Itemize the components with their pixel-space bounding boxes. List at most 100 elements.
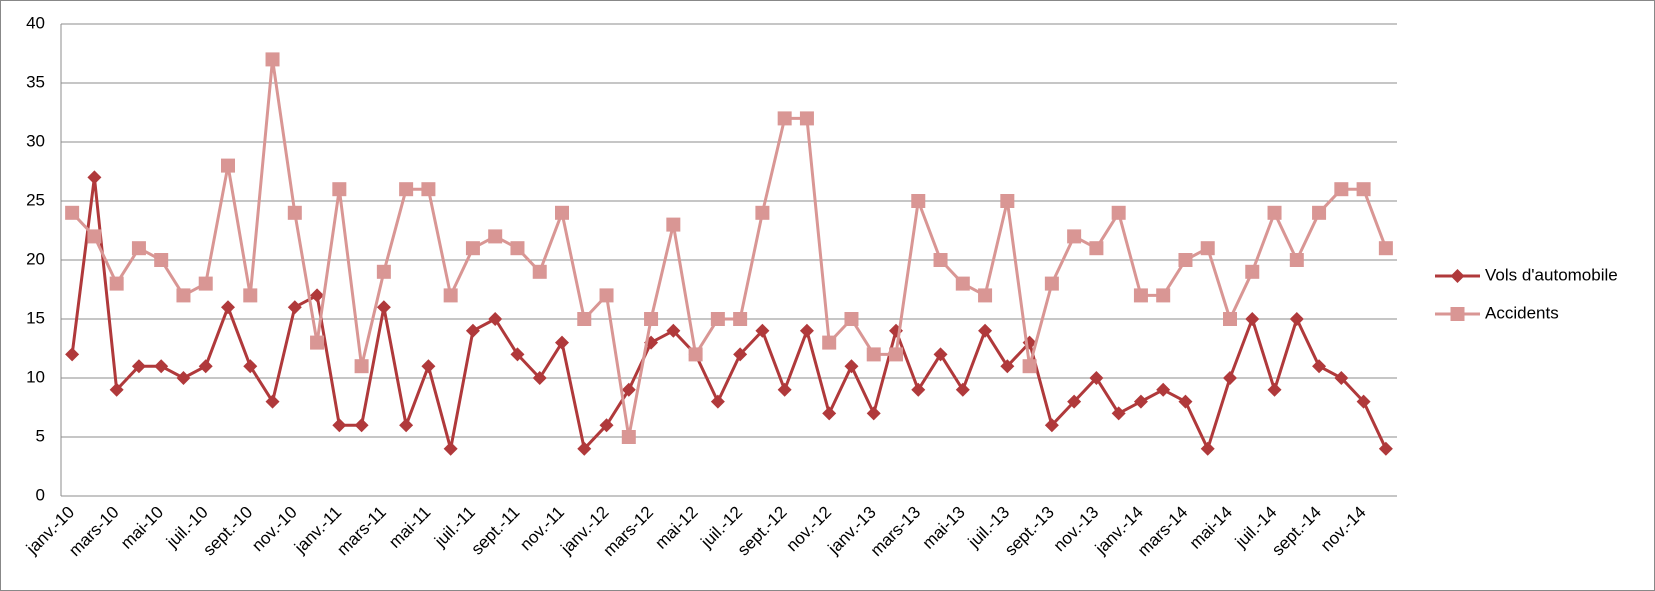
point-marker [621,430,636,444]
point-marker [755,205,770,220]
point-marker [710,394,725,409]
point-marker [1067,394,1082,409]
y-tick-label: 5 [36,426,45,445]
point-marker [666,323,681,338]
point-marker [421,359,436,374]
point-marker [710,312,725,326]
point-marker [198,276,213,291]
point-marker [532,264,547,279]
point-marker [978,288,993,303]
point-marker [488,312,503,326]
point-marker [443,288,458,303]
point-marker [65,205,80,220]
point-marker [131,359,146,374]
y-tick-label: 35 [26,72,45,91]
point-marker [844,312,859,326]
point-marker [866,406,881,421]
point-marker [465,323,480,338]
point-marker [310,335,325,350]
point-marker [376,300,391,315]
point-marker [221,300,235,315]
point-marker [376,264,391,279]
point-marker [1178,253,1193,267]
point-marker [243,359,258,374]
point-marker [65,347,80,362]
point-marker [844,359,859,374]
point-marker [777,111,792,126]
y-tick-label: 25 [26,190,45,209]
y-tick-label: 0 [36,485,45,504]
point-marker [866,347,881,362]
point-marker [1156,382,1171,397]
y-tick-label: 30 [26,131,45,150]
point-marker [176,288,191,303]
point-marker [1356,182,1371,197]
point-marker [978,323,993,338]
point-marker [911,382,926,397]
point-marker [1378,241,1393,256]
point-marker [599,288,614,303]
point-marker [1133,288,1148,303]
point-marker [1067,229,1082,244]
point-marker [1156,288,1171,303]
point-marker [1044,276,1059,291]
point-marker [799,323,814,338]
point-marker [399,418,414,433]
point-marker [1022,359,1037,374]
point-marker [1089,371,1104,385]
point-marker [1334,182,1349,197]
point-marker [287,205,302,220]
point-marker [243,288,258,303]
point-marker [154,253,169,267]
y-tick-label: 20 [26,249,45,268]
legend-marker [1450,269,1465,283]
point-marker [577,441,592,456]
point-marker [1178,394,1193,409]
point-marker [265,52,280,67]
point-marker [332,418,347,433]
point-marker [1356,394,1371,409]
point-marker [287,300,302,315]
point-marker [421,182,436,197]
point-marker [221,158,235,173]
y-tick-label: 40 [26,13,45,32]
point-marker [1223,312,1237,326]
point-marker [1267,205,1282,220]
point-marker [265,394,280,409]
point-marker [621,382,636,397]
point-marker [332,182,347,197]
point-marker [1267,382,1282,397]
point-marker [399,182,414,197]
point-marker [822,335,837,350]
point-marker [733,312,748,326]
point-marker [532,371,547,385]
point-marker [1312,359,1327,374]
point-marker [955,276,970,291]
point-marker [955,382,970,397]
point-marker [176,371,191,385]
point-marker [644,312,659,326]
point-marker [933,347,948,362]
point-marker [510,241,525,256]
point-marker [510,347,525,362]
point-marker [198,359,213,374]
point-marker [1111,406,1126,421]
point-marker [1111,205,1126,220]
point-marker [131,241,146,256]
point-marker [354,359,369,374]
point-marker [109,382,124,397]
point-marker [1089,241,1104,256]
point-marker [1245,312,1260,326]
legend-marker [1450,307,1465,321]
point-marker [599,418,614,433]
point-marker [777,382,792,397]
point-marker [1289,253,1304,267]
point-marker [577,312,592,326]
point-marker [733,347,748,362]
point-marker [1289,312,1304,326]
point-marker [666,217,681,232]
point-marker [154,359,169,374]
point-marker [555,205,569,220]
